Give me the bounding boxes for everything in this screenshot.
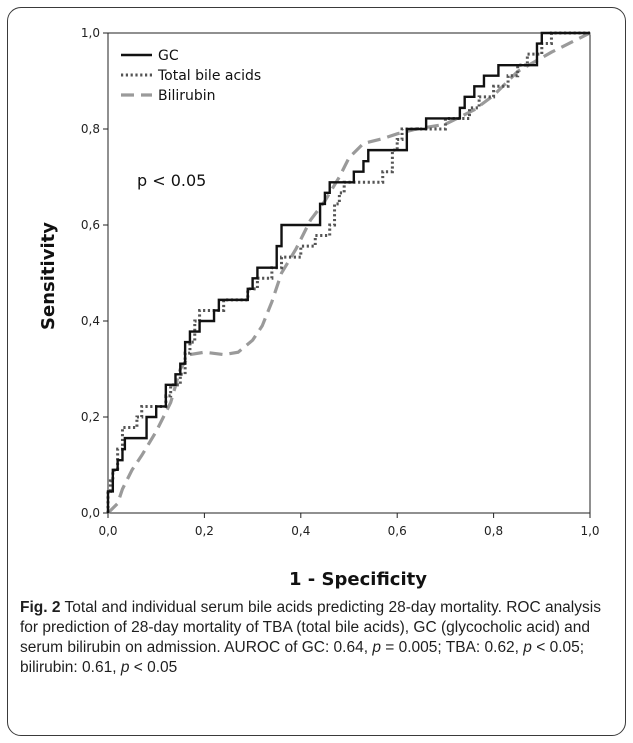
x-axis-label: 1 - Specificity [289,569,427,590]
caption-text-2: = 0.005; TBA: 0.62, [380,639,524,656]
plot-area [107,32,591,514]
y-tick-label: 0,4 [81,314,100,328]
y-axis-label: Sensitivity [38,222,59,330]
figure-frame [7,7,626,736]
x-tick-label: 0,0 [98,524,117,538]
caption-text-1: Total and individual serum bile acids pr… [20,599,601,656]
y-tick-label: 0,8 [81,122,100,136]
caption-text-4: < 0.05 [129,659,178,676]
series-line-gc [106,31,590,513]
caption-p-3: p [120,659,130,676]
p-value-annotation: p < 0.05 [137,171,206,190]
x-tick-label: 0,2 [195,524,214,538]
caption-p-2: p [523,639,532,656]
series-line-total-bile-acids [106,31,590,513]
x-tick-label: 1,0 [580,524,599,538]
caption-p-1: p [372,639,381,656]
x-tick-label: 0,6 [388,524,407,538]
x-tick-label: 0,4 [291,524,310,538]
chart-legend: GC Total bile acids Bilirubin [121,48,261,104]
caption-text-3: < 0.05; bilirubin: 0.61, [20,639,585,676]
legend-label: Total bile acids [157,68,261,84]
roc-chart: 0,0 0,2 0,4 0,6 0,8 1,0 0,0 0,2 0,4 0,6 0,8 1,0 GC T… [38,26,600,590]
caption-figure-label: Fig. 2 [20,599,61,616]
legend-label: GC [158,48,179,64]
legend-label: Bilirubin [158,88,216,104]
figure-caption: Fig. 2 Total and individual serum bile a… [20,598,616,678]
y-tick-label: 1,0 [81,26,100,40]
y-tick-label: 0,0 [81,506,100,520]
x-tick-label: 0,8 [484,524,503,538]
y-tick-label: 0,6 [81,218,100,232]
chart-axes: 0,0 0,2 0,4 0,6 0,8 1,0 0,0 0,2 0,4 0,6 0,8 1,0 [81,26,600,538]
y-tick-label: 0,2 [81,410,100,424]
series-line-bilirubin [106,31,591,515]
chart-series [106,31,591,515]
